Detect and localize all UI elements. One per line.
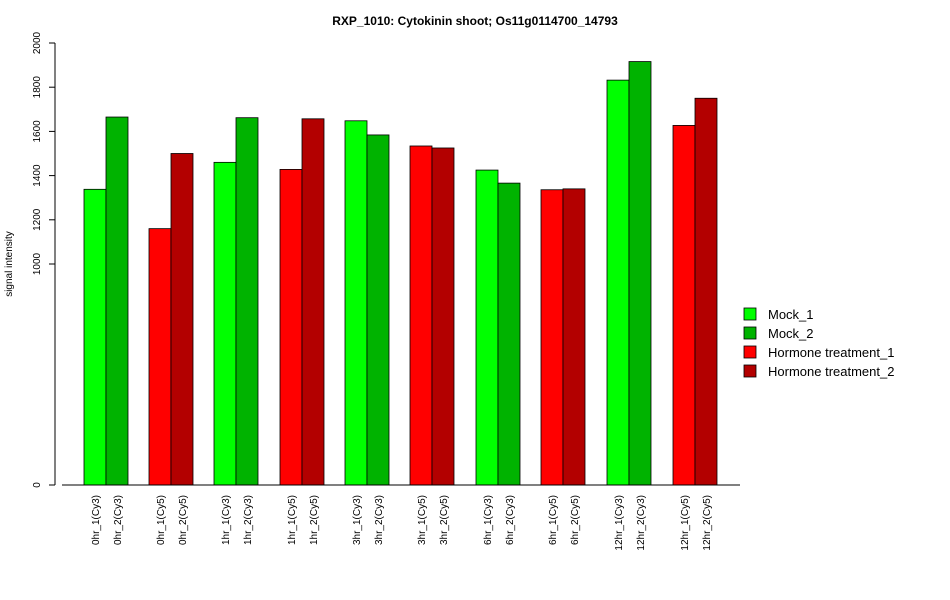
y-tick-label: 1600 bbox=[32, 120, 43, 143]
legend-label: Hormone treatment_2 bbox=[768, 364, 894, 379]
bar-12hr-1-cy3- bbox=[606, 79, 630, 486]
bar-1hr-1-cy5- bbox=[279, 169, 303, 486]
bar-0hr-1-cy5- bbox=[148, 228, 172, 486]
y-axis: 0 1000 1200 1400 1600 1800 2000 bbox=[32, 31, 56, 488]
x-tick-label: 6hr_1(Cy3) bbox=[483, 495, 494, 545]
legend-item: Hormone treatment_1 bbox=[743, 345, 894, 360]
x-tick-label: 12hr_2(Cy3) bbox=[636, 495, 647, 551]
legend-item: Hormone treatment_2 bbox=[743, 364, 894, 379]
legend-label: Hormone treatment_1 bbox=[768, 345, 894, 360]
x-tick-label: 12hr_2(Cy5) bbox=[702, 495, 713, 551]
x-tick-label: 12hr_1(Cy5) bbox=[680, 495, 691, 551]
legend-swatch bbox=[743, 345, 757, 359]
x-tick-label: 0hr_2(Cy5) bbox=[178, 495, 189, 545]
bar-12hr-2-cy5- bbox=[694, 97, 718, 486]
bar-3hr-1-cy5- bbox=[409, 145, 433, 486]
legend-item: Mock_2 bbox=[743, 326, 814, 341]
bar-6hr-2-cy5- bbox=[562, 188, 586, 486]
x-tick-label: 3hr_1(Cy5) bbox=[417, 495, 428, 545]
chart-title: RXP_1010: Cytokinin shoot; Os11g0114700_… bbox=[332, 14, 618, 28]
x-tick-label: 0hr_1(Cy3) bbox=[91, 495, 102, 545]
legend: Mock_1 Mock_2 Hormone treatment_1 Hormone t… bbox=[743, 307, 894, 379]
legend-label: Mock_2 bbox=[768, 326, 814, 341]
legend-label: Mock_1 bbox=[768, 307, 814, 322]
y-tick-label: 1000 bbox=[32, 252, 43, 275]
x-tick-label: 1hr_1(Cy5) bbox=[287, 495, 298, 545]
y-tick-label: 2000 bbox=[32, 31, 43, 54]
y-tick-label: 0 bbox=[32, 482, 43, 488]
y-tick-label: 1800 bbox=[32, 76, 43, 99]
bar-6hr-2-cy3- bbox=[497, 182, 521, 486]
bar-3hr-2-cy5- bbox=[431, 147, 455, 486]
x-tick-label: 1hr_2(Cy3) bbox=[243, 495, 254, 545]
bar-12hr-1-cy5- bbox=[672, 125, 696, 486]
x-tick-label: 3hr_1(Cy3) bbox=[352, 495, 363, 545]
bar-0hr-1-cy3- bbox=[83, 188, 107, 486]
x-tick-label: 3hr_2(Cy5) bbox=[439, 495, 450, 545]
legend-swatch bbox=[743, 326, 757, 340]
x-tick-label: 6hr_2(Cy3) bbox=[505, 495, 516, 545]
legend-swatch bbox=[743, 364, 757, 378]
bar-6hr-1-cy3- bbox=[475, 169, 499, 486]
bar-1hr-1-cy3- bbox=[213, 161, 237, 486]
x-tick-label: 0hr_2(Cy3) bbox=[113, 495, 124, 545]
y-axis-label: signal intensity bbox=[4, 231, 15, 297]
bar-12hr-2-cy3- bbox=[628, 61, 652, 486]
x-tick-label: 1hr_1(Cy3) bbox=[221, 495, 232, 545]
x-tick-label: 6hr_1(Cy5) bbox=[548, 495, 559, 545]
x-tick-label: 6hr_2(Cy5) bbox=[570, 495, 581, 545]
x-tick-label: 3hr_2(Cy3) bbox=[374, 495, 385, 545]
x-tick-label: 0hr_1(Cy5) bbox=[156, 495, 167, 545]
bars bbox=[83, 61, 718, 486]
x-tick-label: 12hr_1(Cy3) bbox=[614, 495, 625, 551]
legend-swatch bbox=[743, 307, 757, 321]
legend-item: Mock_1 bbox=[743, 307, 814, 322]
bar-3hr-1-cy3- bbox=[344, 120, 368, 486]
bar-1hr-2-cy3- bbox=[235, 117, 259, 486]
bar-3hr-2-cy3- bbox=[366, 134, 390, 486]
x-axis: 0hr_1(Cy3) 0hr_2(Cy3) 0hr_1(Cy5) 0hr_2(Cy5)… bbox=[62, 484, 740, 551]
bar-6hr-1-cy5- bbox=[540, 189, 564, 486]
bar-1hr-2-cy5- bbox=[301, 118, 325, 486]
bar-0hr-2-cy3- bbox=[105, 116, 129, 486]
x-tick-label: 1hr_2(Cy5) bbox=[309, 495, 320, 545]
bar-0hr-2-cy5- bbox=[170, 153, 194, 486]
y-tick-label: 1200 bbox=[32, 208, 43, 231]
y-tick-label: 1400 bbox=[32, 164, 43, 187]
